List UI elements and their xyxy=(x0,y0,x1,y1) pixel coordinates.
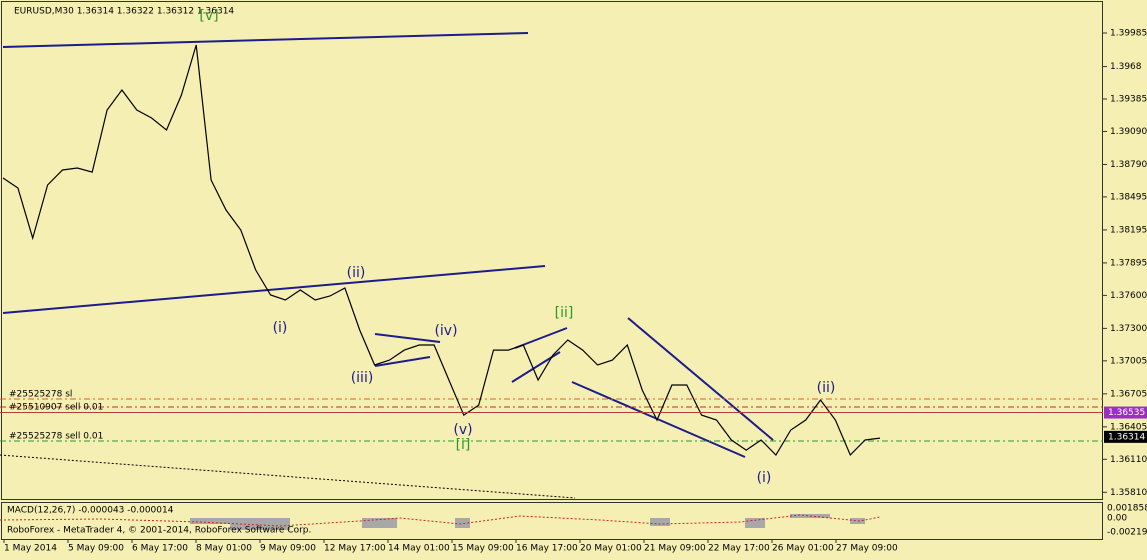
wave-label: (i) xyxy=(757,470,772,486)
y-tick-label: 1.3968 xyxy=(1110,62,1142,72)
wave-label: [ii] xyxy=(555,305,574,321)
x-tick-label: 22 May 17:00 xyxy=(708,544,770,554)
order-label: #25510907 sell 0.01 xyxy=(9,403,103,413)
x-tick-label: 15 May 09:00 xyxy=(452,544,514,554)
price-panel xyxy=(1,1,1103,500)
symbol-header: EURUSD,M30 1.36314 1.36322 1.36312 1.363… xyxy=(14,7,234,17)
price-tag xyxy=(1104,430,1147,443)
wave-label: (v) xyxy=(453,422,472,438)
macd-signal xyxy=(0,514,881,527)
macd-tick-label: -0.002192 xyxy=(1107,528,1147,538)
x-tick-label: 26 May 01:00 xyxy=(772,544,834,554)
y-tick-label: 1.39090 xyxy=(1110,127,1147,137)
price-line xyxy=(2,44,881,457)
trendlines xyxy=(2,32,774,458)
wave-labels: [v] (ii) (i) (iii) (iv) (v) [i] [ii] (ii… xyxy=(199,8,835,486)
order-label: #25525278 sell 0.01 xyxy=(9,432,103,442)
y-tick-label: 1.38495 xyxy=(1110,192,1147,202)
x-tick-label: 9 May 09:00 xyxy=(260,544,316,554)
y-tick-label: 1.39985 xyxy=(1110,29,1147,39)
y-tick-label: 1.37895 xyxy=(1110,258,1147,268)
price-tag xyxy=(1104,406,1147,419)
channel-line xyxy=(0,454,576,499)
wave-label: (i) xyxy=(273,320,288,336)
macd-tick-label: 0.00 xyxy=(1107,514,1127,524)
y-tick-label: 1.36110 xyxy=(1110,455,1147,465)
x-tick-label: 6 May 17:00 xyxy=(132,544,188,554)
x-tick-label: 8 May 01:00 xyxy=(196,544,252,554)
wave-label: (ii) xyxy=(347,265,366,281)
footer: RoboForex - MetaTrader 4, © 2001-2014, R… xyxy=(7,526,311,536)
y-tick-label: 1.35810 xyxy=(1110,488,1147,498)
x-tick-label: 1 May 2014 xyxy=(4,544,57,554)
price-tag-label: 1.36535 xyxy=(1108,408,1145,418)
x-tick-label: 20 May 01:00 xyxy=(580,544,642,554)
x-tick-label: 5 May 09:00 xyxy=(68,544,124,554)
macd-histogram xyxy=(190,514,865,530)
y-tick-label: 1.37300 xyxy=(1110,324,1147,334)
macd-label: MACD(12,26,7) -0.000043 -0.000014 xyxy=(7,506,174,516)
wave-label: [i] xyxy=(456,437,471,453)
wave-label: (iii) xyxy=(351,370,374,386)
order-label: #25525278 sl xyxy=(9,390,72,400)
y-tick-label: 1.36705 xyxy=(1110,389,1147,399)
y-tick-label: 1.38790 xyxy=(1110,160,1147,170)
y-tick-label: 1.37005 xyxy=(1110,356,1147,366)
macd-tick-label: 0.001858 xyxy=(1107,504,1147,514)
y-tick-label: 1.36405 xyxy=(1110,422,1147,432)
wave-label: [v] xyxy=(199,8,218,24)
wave-label: (iv) xyxy=(434,323,457,339)
x-tick-label: 27 May 09:00 xyxy=(836,544,898,554)
y-tick-label: 1.37600 xyxy=(1110,291,1147,301)
price-tag-label: 1.36314 xyxy=(1108,432,1145,442)
y-tick-label: 1.39385 xyxy=(1110,95,1147,105)
x-tick-label: 14 May 01:00 xyxy=(388,544,450,554)
x-tick-label: 16 May 17:00 xyxy=(516,544,578,554)
wave-label: (ii) xyxy=(817,380,836,396)
y-tick-label: 1.38195 xyxy=(1110,225,1147,235)
x-tick-label: 12 May 17:00 xyxy=(324,544,386,554)
macd-panel xyxy=(1,502,1103,540)
x-tick-label: 21 May 09:00 xyxy=(644,544,706,554)
